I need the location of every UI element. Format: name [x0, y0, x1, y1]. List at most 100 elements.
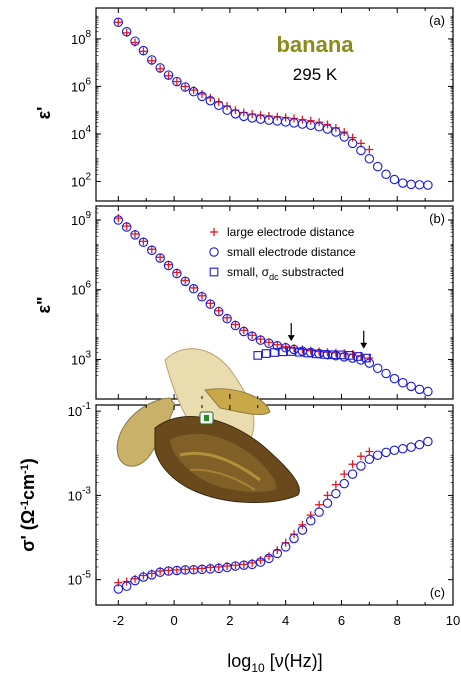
data-point-circle [280, 542, 291, 552]
panel-b-data: 103 106 109 (b) large electrode distance smal… [71, 206, 454, 399]
data-point-square [362, 353, 371, 363]
data-point-circle [372, 363, 383, 374]
data-point-circle [389, 373, 400, 384]
y-tick-label: 103 [71, 349, 91, 367]
data-point-plus [340, 128, 349, 137]
data-point-circle [381, 169, 391, 180]
data-point-plus [323, 348, 332, 357]
y-axis-label-b: ε" [34, 296, 54, 313]
data-point-circle [205, 299, 216, 309]
y-tick-label: 104 [71, 124, 91, 142]
y-tick-label: 109 [71, 210, 91, 228]
data-point-circle [297, 525, 308, 535]
data-point-plus [189, 283, 198, 292]
data-point-circle [255, 335, 266, 345]
data-point-plus [156, 253, 165, 262]
data-point-plus [331, 480, 340, 489]
data-point-circle [172, 76, 182, 87]
annotations: banana 295 K [276, 32, 354, 84]
data-point-circle [331, 127, 341, 137]
y-tick-label: 106 [71, 76, 91, 94]
data-point-plus [298, 520, 307, 529]
x-tick-label: 10 [446, 613, 460, 628]
data-point-circle [322, 124, 333, 134]
data-point-circle [155, 253, 165, 263]
data-point-plus [181, 565, 190, 574]
data-point-plus [114, 18, 123, 27]
data-point-plus [323, 491, 332, 500]
data-point-circle [264, 338, 274, 348]
x-axis-label: log10 [ν(Hz)] [227, 651, 322, 675]
data-point-circle [147, 570, 157, 580]
data-point-square [261, 349, 271, 358]
data-point-circle [121, 581, 132, 591]
data-point-circle [138, 45, 149, 56]
x-tick-label: 8 [394, 613, 401, 628]
data-point-plus [315, 500, 324, 509]
data-point-circle [247, 331, 257, 341]
data-point-circle [364, 358, 375, 368]
data-point-square [303, 348, 313, 358]
y-tick-label: 108 [71, 29, 91, 47]
data-point-circle [423, 436, 433, 447]
data-point-circle [147, 245, 157, 255]
data-point-circle [339, 132, 349, 142]
data-point-circle [222, 313, 232, 324]
peak-arrow [360, 330, 368, 349]
y-tick-label: 106 [71, 280, 91, 298]
data-point-square [270, 348, 279, 357]
data-point-circle [197, 91, 207, 102]
data-point-circle [347, 469, 358, 479]
data-point-circle [130, 575, 140, 586]
data-point-plus [122, 222, 131, 231]
data-point-plus [181, 82, 190, 91]
legend-label: small, σdc substracted [227, 265, 344, 282]
panel-a-data: 102 104 106 108 (a) [71, 8, 454, 201]
data-point-circle [314, 122, 324, 132]
chart-title: banana [276, 32, 354, 57]
data-point-circle [163, 70, 174, 80]
data-point-plus [365, 145, 374, 154]
data-point-plus [164, 566, 173, 575]
y-axis-label-a: ε' [34, 107, 54, 120]
panel-tag-a: (a) [429, 13, 445, 28]
data-point-circle [180, 276, 191, 287]
panel-a-plot-area [95, 7, 454, 202]
data-point-circle [113, 584, 124, 594]
data-point-circle [113, 215, 124, 225]
data-point-circle [364, 454, 375, 465]
data-point-circle [180, 82, 191, 92]
data-point-circle [213, 306, 224, 317]
data-point-circle [121, 27, 132, 37]
data-point-circle [372, 450, 383, 460]
data-point-plus [181, 276, 190, 285]
data-point-circle [306, 516, 316, 526]
y-tick-label: 10-5 [68, 570, 92, 588]
data-point-plus [356, 452, 365, 461]
data-point-plus [256, 556, 265, 565]
x-tick-label: 2 [226, 613, 233, 628]
data-point-circle [406, 179, 416, 190]
data-point-circle [163, 260, 174, 271]
data-point-circle [188, 86, 199, 97]
data-point-circle [364, 154, 375, 164]
data-point-plus [248, 331, 257, 340]
y-tick-label: 102 [71, 171, 91, 189]
x-tick-label: -2 [113, 613, 125, 628]
legend-entry: small, σdc substracted [209, 265, 344, 282]
data-point-plus [315, 347, 324, 356]
data-point-circle [322, 498, 333, 509]
x-tick-label: 4 [282, 613, 289, 628]
data-point-circle [130, 230, 140, 240]
data-point-plus [156, 64, 165, 73]
data-point-plus [231, 561, 240, 570]
axis-labels: -2 0 2 4 6 8 10 log10 [ν(Hz)] ε' ε" σ' (Ω-1cm-1) [18, 107, 460, 675]
data-point-plus [264, 552, 273, 561]
data-point-plus [365, 354, 374, 363]
data-point-circle [155, 63, 165, 73]
data-point-plus [197, 291, 206, 300]
legend-label: small electrode distance [227, 245, 356, 259]
legend-entry: small electrode distance [209, 245, 356, 259]
data-point-plus [147, 245, 156, 254]
